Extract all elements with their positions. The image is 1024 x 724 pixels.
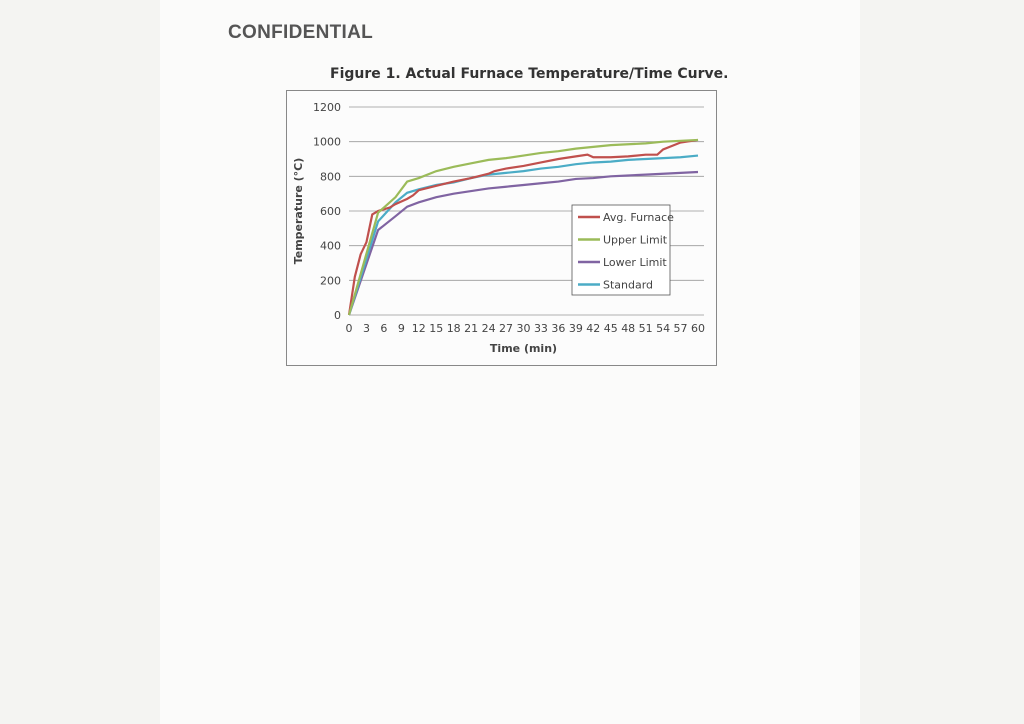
x-tick-label: 18 — [447, 322, 461, 335]
figure-title: Figure 1. Actual Furnace Temperature/Tim… — [330, 66, 729, 82]
series-line-upper-limit — [347, 138, 699, 316]
x-tick-label: 21 — [464, 322, 478, 335]
x-tick-label: 42 — [586, 322, 600, 335]
y-tick-label: 0 — [334, 309, 341, 322]
y-tick-label: 600 — [320, 205, 341, 218]
x-tick-label: 48 — [621, 322, 635, 335]
x-tick-label: 45 — [604, 322, 618, 335]
legend-label: Lower Limit — [603, 256, 667, 269]
legend-label: Avg. Furnace — [603, 211, 674, 224]
x-tick-label: 0 — [346, 322, 353, 335]
x-tick-label: 12 — [412, 322, 426, 335]
y-axis-title: Temperature (°C) — [292, 158, 305, 265]
legend-label: Standard — [603, 279, 653, 292]
legend-box — [571, 204, 671, 296]
y-tick-label: 800 — [320, 170, 341, 183]
confidential-label: CONFIDENTIAL — [228, 22, 374, 43]
chart-frame: 0 200 400 600 800 1000 1200 0 3 6 9 12 15 18 21 24 27 30 3… — [286, 90, 717, 366]
x-tick-label: 30 — [517, 322, 531, 335]
y-tick-label: 1200 — [313, 101, 341, 114]
x-tick-label: 33 — [534, 322, 548, 335]
y-tick-label: 400 — [320, 240, 341, 253]
x-tick-label: 6 — [380, 322, 387, 335]
x-tick-label: 39 — [569, 322, 583, 335]
legend-label: Upper Limit — [603, 234, 668, 247]
x-tick-label: 51 — [639, 322, 653, 335]
x-tick-label: 24 — [482, 322, 496, 335]
x-tick-label: 3 — [363, 322, 370, 335]
series-line-lower-limit — [347, 170, 699, 316]
x-tick-label: 54 — [656, 322, 670, 335]
x-tick-label: 36 — [551, 322, 565, 335]
x-tick-label: 15 — [429, 322, 443, 335]
x-tick-label: 57 — [674, 322, 688, 335]
x-tick-label: 60 — [691, 322, 705, 335]
x-tick-label: 9 — [398, 322, 405, 335]
series-line-standard — [347, 154, 699, 316]
y-tick-label: 200 — [320, 274, 341, 287]
y-tick-label: 1000 — [313, 136, 341, 149]
x-axis-title: Time (min) — [490, 342, 557, 355]
x-tick-label: 27 — [499, 322, 513, 335]
